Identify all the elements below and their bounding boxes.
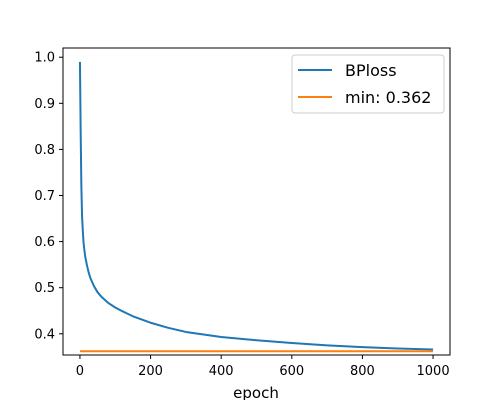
y-tick-label: 0.8 <box>34 143 55 158</box>
x-axis-label: epoch <box>233 384 279 400</box>
y-tick-label: 0.5 <box>34 281 55 296</box>
y-tick-label: 0.9 <box>34 97 55 112</box>
legend: BPloss min: 0.362 <box>291 54 445 114</box>
plot-frame <box>62 47 451 356</box>
series-line-bploss <box>78 61 434 351</box>
legend-label-min: min: 0.362 <box>345 88 431 107</box>
x-tick-label: 600 <box>279 364 304 379</box>
x-tick-label: 200 <box>138 364 163 379</box>
x-axis: 0 200 400 600 800 1000 <box>76 355 450 379</box>
series-layer <box>78 61 434 353</box>
x-tick-label: 1000 <box>417 364 450 379</box>
x-tick-label: 0 <box>76 364 84 379</box>
y-tick-label: 0.6 <box>34 235 55 250</box>
x-tick-label: 800 <box>350 364 375 379</box>
y-tick-label: 0.7 <box>34 189 55 204</box>
y-tick-label: 0.4 <box>34 327 55 342</box>
y-axis: 0.4 0.5 0.6 0.7 0.8 0.9 1.0 <box>34 51 63 342</box>
legend-label-bploss: BPloss <box>345 61 397 80</box>
y-tick-label: 1.0 <box>34 51 55 66</box>
x-tick-label: 400 <box>209 364 234 379</box>
